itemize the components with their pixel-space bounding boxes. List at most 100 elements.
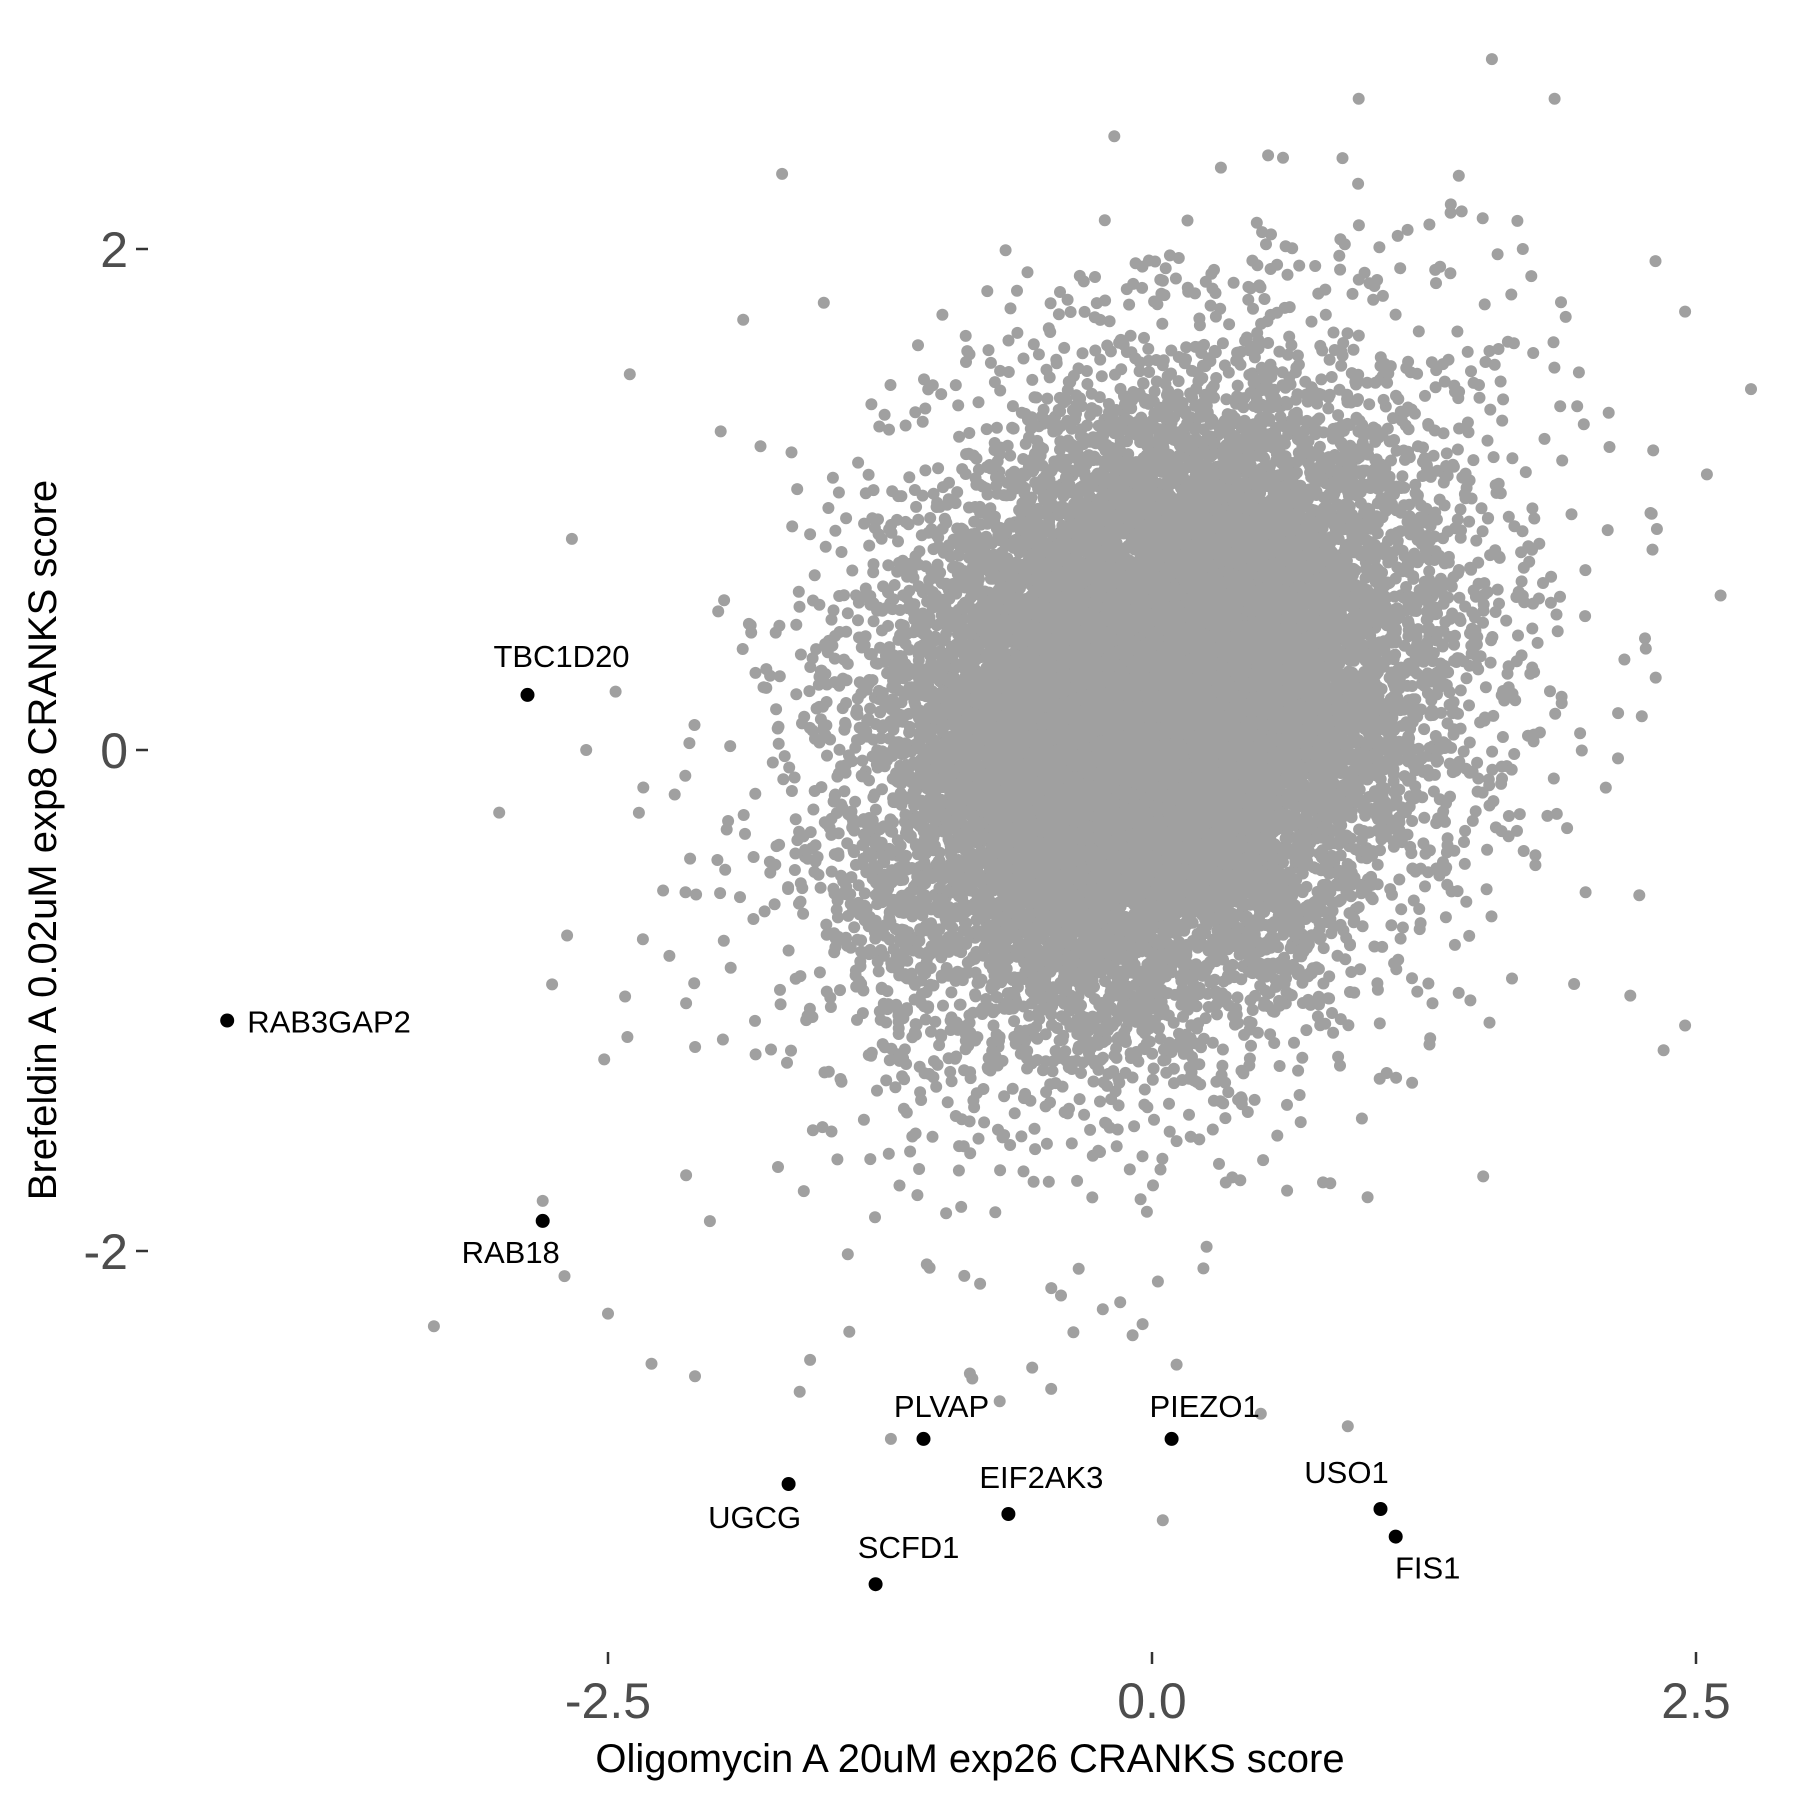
background-point <box>984 356 997 369</box>
background-point <box>1089 344 1102 357</box>
background-point <box>945 1075 958 1088</box>
background-point <box>1258 293 1271 305</box>
background-point <box>838 785 851 798</box>
background-point <box>737 313 750 326</box>
background-point <box>1426 997 1439 1010</box>
background-point <box>912 339 924 352</box>
background-point <box>1288 1036 1300 1049</box>
background-point <box>793 600 806 613</box>
background-point <box>1367 293 1380 306</box>
background-point <box>1058 341 1071 354</box>
background-point <box>1517 845 1530 857</box>
background-point <box>1015 1130 1028 1143</box>
background-point <box>1502 810 1515 822</box>
background-point <box>1042 1175 1055 1188</box>
background-point <box>663 949 676 962</box>
background-point <box>737 809 750 821</box>
background-point <box>546 978 559 991</box>
background-point <box>679 769 692 782</box>
background-point <box>1657 1044 1670 1057</box>
background-point <box>955 1200 968 1213</box>
background-point <box>1344 938 1356 951</box>
background-point <box>1231 379 1244 392</box>
background-point <box>1555 296 1567 309</box>
background-point <box>1438 375 1451 388</box>
background-point <box>936 308 949 321</box>
background-point <box>1575 744 1588 757</box>
background-point <box>1096 1303 1109 1316</box>
background-point <box>1418 811 1431 824</box>
background-point <box>1500 614 1513 627</box>
background-point <box>846 564 859 577</box>
background-point <box>1078 305 1091 318</box>
background-point <box>1087 1075 1100 1088</box>
background-point <box>1526 622 1539 635</box>
background-point <box>867 615 880 628</box>
background-point <box>1114 1296 1127 1309</box>
background-point <box>1470 534 1483 547</box>
background-point <box>1639 642 1652 655</box>
background-point <box>1429 381 1442 394</box>
background-point <box>1293 1089 1306 1101</box>
background-point <box>1561 822 1574 835</box>
background-point <box>1058 1106 1071 1119</box>
background-point <box>1571 400 1584 413</box>
background-point <box>1454 503 1467 516</box>
background-point <box>834 1073 847 1085</box>
background-point <box>1466 814 1479 827</box>
background-point <box>1513 808 1526 821</box>
background-point <box>1635 710 1648 723</box>
background-point <box>1430 277 1442 290</box>
background-point <box>1485 910 1498 923</box>
background-point <box>1027 1175 1040 1188</box>
background-point <box>1612 707 1625 720</box>
background-point <box>1639 632 1651 645</box>
background-point <box>932 462 945 475</box>
background-point <box>841 1248 854 1261</box>
background-point <box>1335 359 1348 372</box>
background-point <box>1045 1382 1058 1395</box>
background-point <box>791 483 804 496</box>
background-point <box>951 486 964 499</box>
background-point <box>657 884 670 897</box>
background-point <box>972 396 985 409</box>
background-point <box>724 961 737 974</box>
background-point <box>1529 859 1542 872</box>
background-point <box>1406 815 1419 827</box>
background-point <box>785 1044 797 1057</box>
background-point <box>848 921 861 934</box>
background-point <box>925 1025 937 1038</box>
background-point <box>1044 297 1057 310</box>
background-point <box>958 1269 971 1282</box>
background-point <box>1325 371 1338 383</box>
background-point <box>680 997 693 1010</box>
background-point <box>1319 1017 1332 1030</box>
background-point <box>1262 149 1275 162</box>
background-point <box>1393 873 1406 886</box>
background-point <box>1223 318 1236 331</box>
background-point <box>1098 214 1111 227</box>
background-point <box>919 464 932 477</box>
background-point <box>1406 1076 1419 1089</box>
background-point <box>880 1016 893 1029</box>
background-point <box>867 566 880 579</box>
background-point <box>1511 214 1524 227</box>
background-point <box>869 1211 881 1224</box>
background-point <box>786 520 799 533</box>
background-point <box>865 398 878 411</box>
background-point <box>1481 434 1494 447</box>
background-point <box>1544 596 1557 609</box>
background-point <box>679 886 692 899</box>
background-point <box>1429 263 1442 276</box>
background-point <box>1480 883 1493 896</box>
background-point <box>1471 756 1484 769</box>
background-point <box>878 408 891 421</box>
background-point <box>1455 205 1468 218</box>
background-point <box>1065 1137 1078 1150</box>
background-point <box>1319 308 1332 321</box>
background-point <box>609 685 622 698</box>
background-point <box>1601 524 1614 537</box>
background-point <box>1556 454 1569 467</box>
